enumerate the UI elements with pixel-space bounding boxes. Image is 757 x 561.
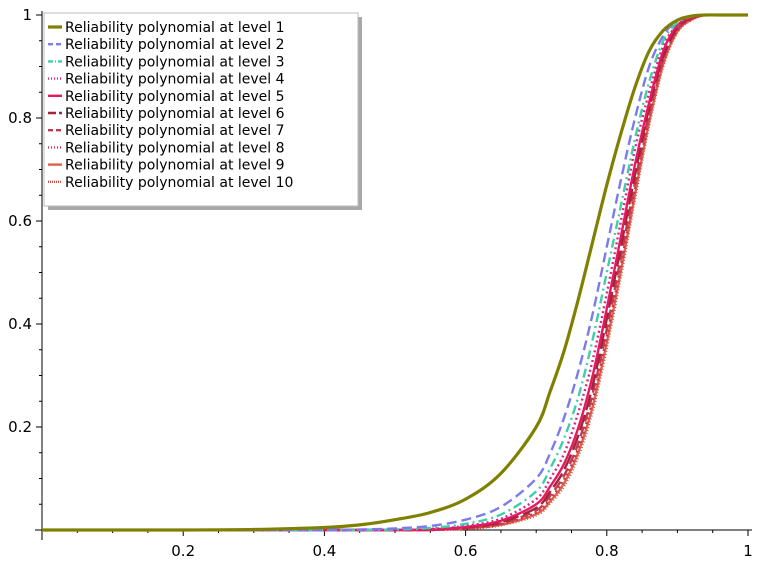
legend-label-level-9: Reliability polynomial at level 9 [65,158,285,174]
y-tick-label: 0.2 [8,418,32,436]
series-line-level-6 [41,13,748,532]
legend-label-level-5: Reliability polynomial at level 5 [65,89,285,105]
series-line-level-1 [41,13,748,532]
legend-label-level-7: Reliability polynomial at level 7 [65,123,285,139]
legend-label-level-2: Reliability polynomial at level 2 [65,37,285,53]
legend-label-level-4: Reliability polynomial at level 4 [65,72,285,88]
legend-label-level-3: Reliability polynomial at level 3 [65,54,285,70]
legend-label-level-8: Reliability polynomial at level 8 [65,140,285,156]
y-tick-label: 0.4 [8,315,32,333]
legend-label-level-1: Reliability polynomial at level 1 [65,20,285,36]
x-tick-label: 1 [743,542,753,560]
series-line-level-10 [41,13,748,532]
y-tick-label: 0.6 [8,212,32,230]
legend: Reliability polynomial at level 1Reliabi… [43,12,362,210]
x-tick-label: 0.8 [595,542,619,560]
axes: 0.2 0.4 0.6 0.8 1 0.2 0.4 0.6 0.8 1 [8,6,753,560]
legend-label-level-6: Reliability polynomial at level 6 [65,106,285,122]
series-layer [41,13,748,532]
legend-label-level-10: Reliability polynomial at level 10 [65,175,293,191]
y-tick-label: 1 [22,6,32,24]
y-tick-label: 0.8 [8,109,32,127]
x-tick-label: 0.4 [312,542,336,560]
legend-box [43,12,359,207]
x-tick-label: 0.6 [454,542,478,560]
x-tick-label: 0.2 [171,542,195,560]
